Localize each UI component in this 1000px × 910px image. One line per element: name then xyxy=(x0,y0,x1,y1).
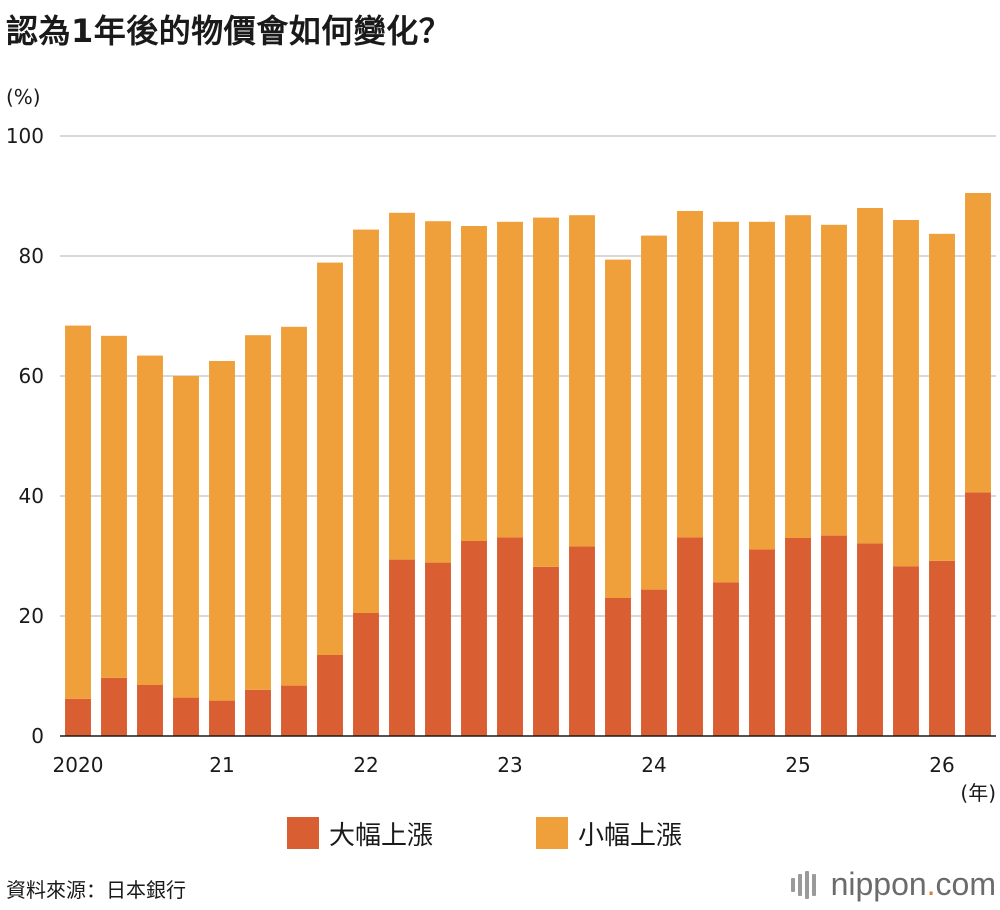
bar-small-rise xyxy=(569,215,595,547)
legend-swatch-small-rise xyxy=(536,817,568,849)
bar-small-rise xyxy=(137,355,163,685)
y-tick-label: 40 xyxy=(19,484,44,508)
bar-large-rise xyxy=(281,685,307,736)
x-tick-label: 23 xyxy=(497,753,522,777)
y-axis-unit: (%) xyxy=(6,85,41,109)
bar-small-rise xyxy=(101,335,127,678)
bar-large-rise xyxy=(641,589,667,736)
bar-large-rise xyxy=(857,543,883,736)
brand-name: nippon xyxy=(830,866,927,902)
bar-large-rise xyxy=(101,677,127,736)
gridlines xyxy=(60,135,996,617)
bar-large-rise xyxy=(821,535,847,736)
legend-label-large-rise: 大幅上漲 xyxy=(329,820,434,851)
x-tick-label: 25 xyxy=(785,753,810,777)
bar-small-rise xyxy=(605,259,631,598)
bar-small-rise xyxy=(857,208,883,544)
bar-small-rise xyxy=(353,229,379,613)
legend-label-small-rise: 小幅上漲 xyxy=(578,820,683,851)
bar-small-rise xyxy=(173,376,199,698)
bar-small-rise xyxy=(245,335,271,690)
bar-large-rise xyxy=(317,655,343,736)
bar-small-rise xyxy=(821,224,847,536)
bar-large-rise xyxy=(245,689,271,736)
source-note: 資料來源：日本銀行 xyxy=(6,878,186,902)
bar-large-rise xyxy=(497,537,523,736)
x-tick-label: 24 xyxy=(641,753,666,777)
y-tick-label: 100 xyxy=(6,124,44,148)
y-tick-label: 20 xyxy=(19,604,44,628)
bar-large-rise xyxy=(785,538,811,736)
bar-large-rise xyxy=(677,537,703,736)
legend: 大幅上漲 小幅上漲 xyxy=(0,813,1000,853)
x-tick-label: 21 xyxy=(209,753,234,777)
legend-swatch-large-rise xyxy=(287,817,319,849)
bar-small-rise xyxy=(461,226,487,541)
bar-large-rise xyxy=(173,697,199,736)
bar-large-rise xyxy=(389,559,415,736)
bar-small-rise xyxy=(209,361,235,701)
bar-small-rise xyxy=(425,221,451,563)
bar-small-rise xyxy=(965,193,991,493)
bar-large-rise xyxy=(713,582,739,736)
bar-small-rise xyxy=(641,235,667,590)
nippon-logo-mark-icon xyxy=(790,870,819,900)
brand-dot: . xyxy=(926,866,936,902)
bar-large-rise xyxy=(965,492,991,736)
y-tick-label: 60 xyxy=(19,364,44,388)
bars xyxy=(65,193,991,736)
bar-small-rise xyxy=(65,325,91,699)
y-tick-label: 0 xyxy=(31,724,44,748)
bar-large-rise xyxy=(65,698,91,736)
chart-title: 認為1年後的物價會如何變化？ xyxy=(6,12,452,50)
x-tick-label: 22 xyxy=(353,753,378,777)
bar-large-rise xyxy=(353,613,379,736)
bar-large-rise xyxy=(893,566,919,736)
bar-small-rise xyxy=(497,221,523,538)
x-axis-unit: (年) xyxy=(960,781,996,805)
nippon-logo: nippon. com xyxy=(790,866,996,903)
bar-small-rise xyxy=(317,262,343,655)
axes: 0 20 40 60 80 100 2020 21 22 23 24 25 26 xyxy=(6,124,996,777)
bar-small-rise xyxy=(749,221,775,550)
bar-large-rise xyxy=(209,700,235,736)
y-tick-label: 80 xyxy=(19,244,44,268)
bar-large-rise xyxy=(749,549,775,736)
bar-large-rise xyxy=(137,685,163,736)
x-tick-label: 2020 xyxy=(53,753,104,777)
bar-large-rise xyxy=(929,560,955,736)
bar-large-rise xyxy=(461,541,487,736)
bar-small-rise xyxy=(281,326,307,686)
bar-large-rise xyxy=(533,566,559,736)
bar-small-rise xyxy=(785,215,811,538)
bar-small-rise xyxy=(713,221,739,583)
bar-large-rise xyxy=(569,546,595,736)
bar-small-rise xyxy=(533,217,559,567)
x-tick-label: 26 xyxy=(929,753,954,777)
bar-large-rise xyxy=(425,562,451,736)
bar-small-rise xyxy=(389,212,415,560)
bar-large-rise xyxy=(605,598,631,736)
brand-suffix: com xyxy=(935,866,996,902)
legend-item-small-rise: 小幅上漲 xyxy=(536,813,682,853)
bar-small-rise xyxy=(677,211,703,538)
bar-small-rise xyxy=(929,233,955,561)
legend-item-large-rise: 大幅上漲 xyxy=(287,813,433,853)
bar-small-rise xyxy=(893,220,919,567)
